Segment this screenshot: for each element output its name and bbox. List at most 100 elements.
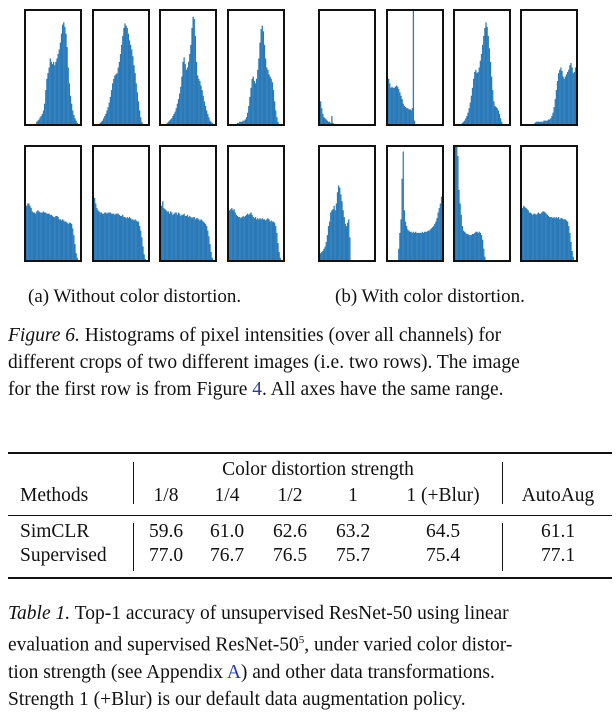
figure-reference-link[interactable]: 4: [252, 379, 262, 400]
histogram-bar: [129, 44, 132, 124]
histogram-bar: [203, 101, 206, 124]
histogram-bar: [562, 76, 564, 124]
histogram-bar: [230, 209, 232, 260]
histogram-bar: [497, 110, 500, 124]
histogram-bar: [65, 221, 67, 260]
histogram-bar: [326, 120, 329, 124]
histogram-bar: [567, 72, 569, 124]
histogram-bar: [538, 121, 541, 124]
histogram-bar: [262, 219, 265, 260]
histogram-bar: [274, 222, 276, 260]
histogram-bar: [468, 108, 470, 124]
histogram-bar: [182, 61, 184, 124]
histogram-bar: [336, 192, 339, 260]
histogram-bar: [57, 217, 59, 260]
table-header-col: 1 (+Blur): [406, 485, 480, 506]
histogram-bar: [261, 218, 263, 260]
histogram-bar: [51, 215, 54, 260]
histogram-bar: [133, 220, 135, 260]
histogram-bar: [166, 122, 168, 124]
histogram-bar: [68, 222, 71, 260]
histogram-bar: [131, 219, 133, 260]
histogram-bar: [550, 217, 552, 260]
histogram-bar: [470, 95, 473, 124]
histogram-bar: [36, 121, 38, 124]
histogram-bar: [347, 222, 349, 260]
histogram-bar: [522, 208, 524, 260]
histogram-bar: [67, 67, 69, 124]
histogram-bar: [393, 87, 395, 124]
histogram-bar: [402, 103, 404, 124]
histogram-bar: [48, 67, 50, 124]
histogram-bar: [188, 61, 190, 124]
histogram-bar: [118, 61, 121, 124]
histogram-bar: [258, 58, 260, 124]
histogram-bar: [127, 33, 130, 124]
table-cell: 61.1: [540, 521, 576, 542]
table-row-method: Supervised: [20, 545, 107, 566]
table-cell: 77.1: [540, 545, 576, 566]
histogram-bar: [345, 226, 348, 260]
histogram-bar: [29, 205, 31, 260]
histogram-bar: [323, 117, 325, 124]
histogram-bar: [169, 119, 172, 124]
histogram-bar: [174, 212, 176, 260]
histogram-bar: [431, 227, 434, 260]
histogram-bar: [429, 229, 431, 260]
histogram-bar: [69, 95, 72, 124]
table-header-col: 1/8: [153, 485, 179, 506]
histogram-bar: [247, 112, 249, 124]
histogram-bar: [260, 219, 262, 260]
histogram-bar: [71, 103, 73, 124]
histogram-bar: [487, 35, 489, 124]
histogram-bar: [241, 121, 243, 124]
histogram-bar: [211, 122, 213, 124]
histogram-bar: [186, 67, 189, 124]
histogram-bar: [96, 208, 98, 260]
histogram-bar: [399, 232, 401, 260]
histogram-bar: [76, 257, 78, 260]
histogram-bar: [250, 212, 252, 260]
histogram-bar: [407, 229, 409, 260]
histogram-bar: [553, 107, 555, 124]
table-row-method: SimCLR: [20, 521, 90, 542]
histogram-bar: [349, 237, 351, 260]
histogram-bar: [183, 213, 185, 260]
histogram-bar: [395, 85, 398, 124]
histogram-bar: [436, 218, 438, 260]
histogram-bar: [125, 218, 127, 260]
histogram-bar: [274, 101, 276, 124]
histogram-bar: [439, 203, 442, 260]
histogram-bar: [524, 206, 526, 260]
histogram-bar: [477, 72, 479, 124]
histogram-bar: [419, 232, 421, 260]
histogram-bar: [489, 61, 492, 124]
histogram-bar: [483, 248, 485, 260]
histogram-bar: [462, 230, 465, 260]
histogram-bar: [65, 33, 67, 124]
histogram-bar: [483, 35, 485, 124]
appendix-reference-link[interactable]: A: [226, 661, 241, 683]
histogram-bar: [105, 212, 107, 260]
histogram-bar: [342, 210, 344, 260]
histogram-bar: [51, 64, 54, 124]
histogram-bar: [321, 252, 323, 260]
histogram-bar: [267, 218, 269, 260]
histogram-bar: [271, 82, 274, 124]
footnote-marker[interactable]: 5: [298, 634, 305, 646]
histogram-bar: [459, 203, 461, 260]
histogram-bar: [399, 92, 401, 124]
table-bottom-rule: [8, 577, 612, 579]
histogram-bar: [30, 208, 32, 260]
histogram-bar: [195, 61, 198, 124]
histogram-bar: [202, 221, 204, 260]
histogram-bar: [49, 58, 51, 124]
histogram-bar: [126, 217, 128, 260]
histogram-bar: [177, 212, 180, 260]
histogram-bar: [546, 120, 549, 124]
table-caption-line-4: Strength 1 (+Blur) is our default data a…: [8, 688, 466, 710]
histogram-bar: [194, 219, 197, 260]
histogram-bar: [409, 109, 411, 124]
histogram-bar: [55, 215, 57, 260]
histogram-bar: [564, 219, 567, 260]
